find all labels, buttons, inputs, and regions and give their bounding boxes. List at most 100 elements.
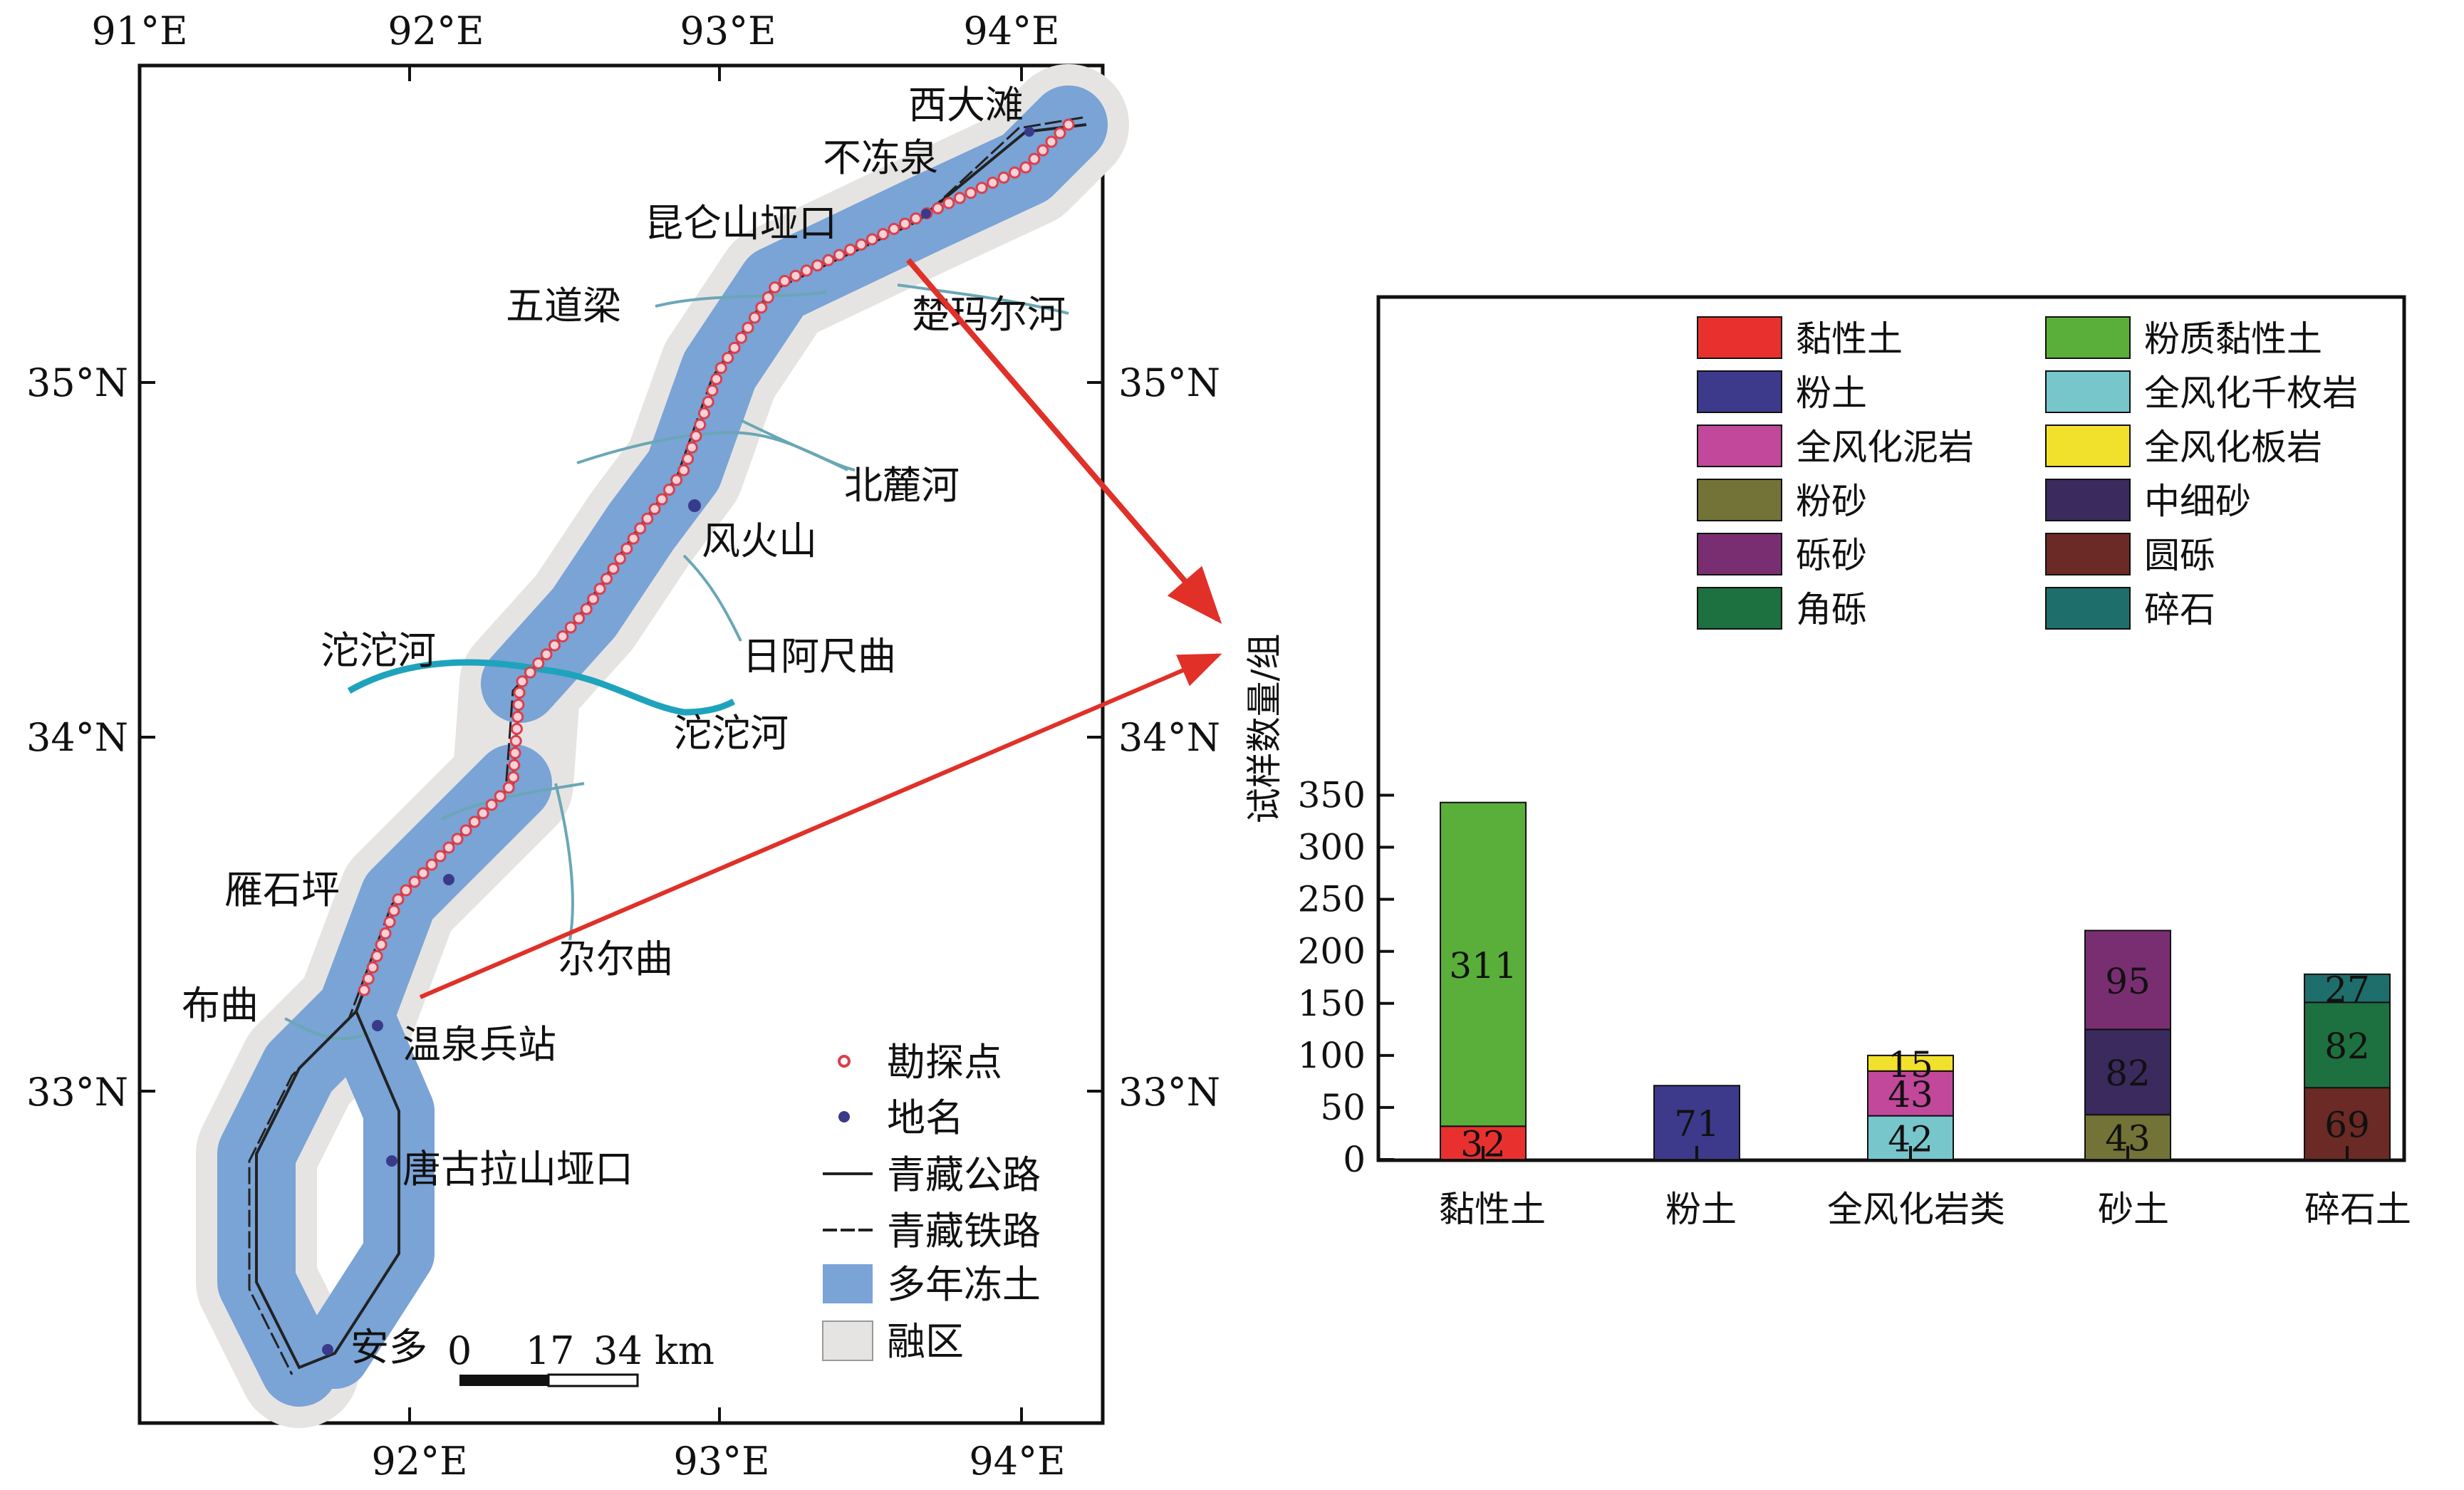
survey-point [975,182,988,194]
legend-swatch [2045,479,2131,521]
survey-point [459,824,472,837]
survey-point [375,938,388,951]
y-tick-label: 250 [1298,879,1366,920]
legend-label: 全风化板岩 [2144,427,2322,468]
survey-point [748,311,761,324]
bar-segment [2304,1001,2391,1089]
place-buqu: 布曲 [182,983,259,1028]
legend-highway: 青藏公路 [887,1152,1041,1197]
y-tick-label: 0 [1343,1139,1366,1180]
survey-point [690,429,702,442]
survey-point [1054,127,1066,140]
legend-label: 粉土 [1796,372,1867,414]
place-beilu-river: 北麓河 [844,463,960,508]
legend-swatch [1697,316,1782,359]
survey-point [434,850,447,863]
legend-survey-point-icon [838,1055,851,1068]
survey-point [953,192,966,204]
x-tick-label: 粉土 [1665,1189,1737,1230]
survey-point [392,893,405,906]
legend-label: 粉质黏性土 [2144,318,2322,360]
y-tick-label: 200 [1298,931,1366,972]
x-tick-label: 碎石土 [2304,1189,2411,1230]
survey-point [1045,135,1058,148]
survey-point [702,395,714,408]
scale-bar: 0 17 34 km [447,1328,714,1387]
bar-value-label: 71 [1674,1103,1720,1145]
survey-point [477,807,489,820]
rivers [284,283,1069,1041]
survey-point [932,202,945,214]
survey-point [532,657,545,670]
survey-point [408,875,421,888]
legend-permafrost-icon [823,1264,873,1303]
chart-frame [1376,295,2406,1162]
y-tick-label: 150 [1298,983,1366,1024]
survey-point [844,244,857,256]
survey-point [366,961,379,974]
legend-label: 圆砾 [2144,535,2215,576]
survey-point [516,675,529,688]
lon-label-top-93: 93°E [680,9,776,53]
bar-segment [2304,973,2391,1004]
legend-swatch [1697,533,1782,575]
survey-point [714,362,727,375]
survey-point [965,187,977,199]
legend-label: 粉砂 [1796,481,1867,522]
place-wudaoliang: 五道梁 [506,283,621,328]
bar-value-label: 43 [1888,1074,1933,1115]
legend-swatch [1697,424,1782,467]
lat-label-left-33: 33°N [26,1070,128,1115]
legend-talik-icon [822,1320,873,1361]
x-axis: 黏性土 粉土 全风化岩类 砂土 碎石土 [1439,1146,2411,1230]
survey-point [451,833,464,845]
survey-point [811,259,824,272]
place-budongquan: 不冻泉 [823,135,938,180]
survey-point [507,771,520,783]
legend-label: 中细砂 [2144,481,2251,522]
y-tick-label: 100 [1298,1035,1366,1076]
legend-label: 全风化千枚岩 [2144,372,2358,414]
survey-point [502,781,515,794]
survey-point [910,212,922,225]
survey-point [508,759,521,771]
y-axis: 0 50 100 150 200 250 300 350 [1298,774,1394,1180]
scale-label-34: 34 km [593,1328,714,1373]
survey-point [865,233,878,246]
survey-point [511,710,524,723]
survey-point [877,228,890,241]
survey-point [513,687,526,699]
lon-label-top-94: 94°E [963,9,1059,53]
survey-point [722,352,734,365]
survey-point [769,281,781,293]
survey-point [524,666,536,679]
survey-point [540,648,553,661]
legend-talik: 融区 [887,1319,964,1364]
survey-point [822,254,835,266]
survey-point [755,301,768,314]
survey-point [1019,161,1032,174]
survey-point [556,630,569,643]
bar-value-label: 311 [1449,945,1517,986]
legend-swatch [2045,424,2131,467]
lon-label-top-92: 92°E [388,9,484,53]
survey-point [685,441,698,454]
legend-swatch [2045,533,2131,575]
legend-swatch [2045,370,2131,413]
survey-point [855,238,868,251]
survey-point [509,734,522,747]
survey-point [510,722,523,735]
survey-point [593,583,606,595]
bar-segment [1867,1070,1954,1117]
survey-point [888,222,900,235]
map-panel: 91°E 92°E 93°E 94°E 92°E 93°E 94°E 35°N … [26,9,1220,1484]
survey-point [670,474,683,486]
map-legend: 勘探点 地名 青藏公路 青藏铁路 多年冻土 融区 [822,1040,1041,1364]
x-tick-label: 砂土 [2098,1189,2169,1230]
survey-point [383,916,396,929]
arrow-lower [419,653,1222,999]
survey-point [573,612,586,625]
survey-point [494,790,506,803]
place-fenghuoshan: 风火山 [702,519,817,563]
